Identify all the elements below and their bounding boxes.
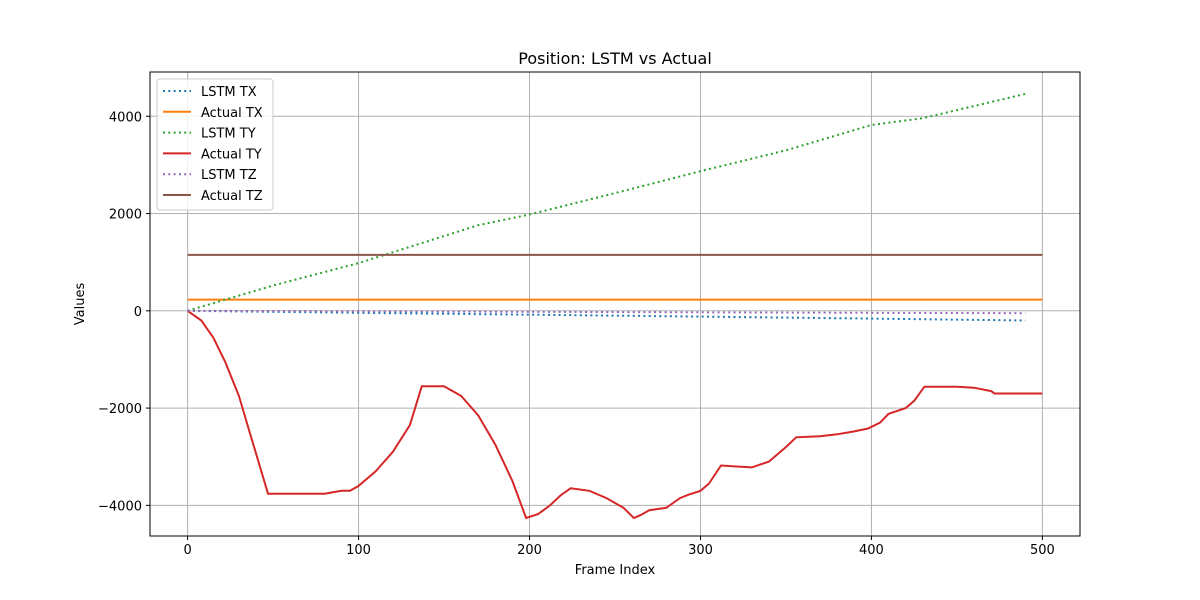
x-tick-label: 300: [688, 543, 713, 558]
y-axis-label: Values: [73, 283, 88, 326]
y-tick-label: 4000: [109, 110, 142, 125]
x-tick-label: 500: [1030, 543, 1055, 558]
legend-label: Actual TZ: [201, 189, 263, 204]
series-line-lstm-ty: [187, 92, 1026, 312]
x-tick-label: 0: [183, 543, 191, 558]
y-tick-label: −2000: [98, 402, 142, 417]
legend: LSTM TX Actual TX LSTM TY Actual TY LSTM TZ A…: [156, 78, 274, 211]
y-tick-label: 2000: [109, 208, 142, 223]
legend-label: LSTM TX: [201, 85, 257, 100]
y-tick-label: −4000: [98, 499, 142, 514]
legend-label: LSTM TZ: [201, 168, 257, 183]
x-tick-label: 200: [517, 543, 542, 558]
chart-title: Position: LSTM vs Actual: [518, 49, 712, 68]
x-axis-label: Frame Index: [575, 563, 656, 578]
x-tick-label: 400: [859, 543, 884, 558]
x-tick-label: 100: [346, 543, 371, 558]
legend-label: Actual TY: [201, 147, 262, 162]
ticks: 0 100 200 300 400 500 −4000 −2000 0 2000 4000: [98, 110, 1055, 558]
legend-label: LSTM TY: [201, 127, 256, 142]
plot-frame: [149, 71, 1081, 537]
series-group: [187, 92, 1043, 520]
y-tick-label: 0: [134, 305, 142, 320]
legend-label: Actual TX: [201, 106, 263, 121]
series-line-actual-ty: [187, 309, 1043, 520]
